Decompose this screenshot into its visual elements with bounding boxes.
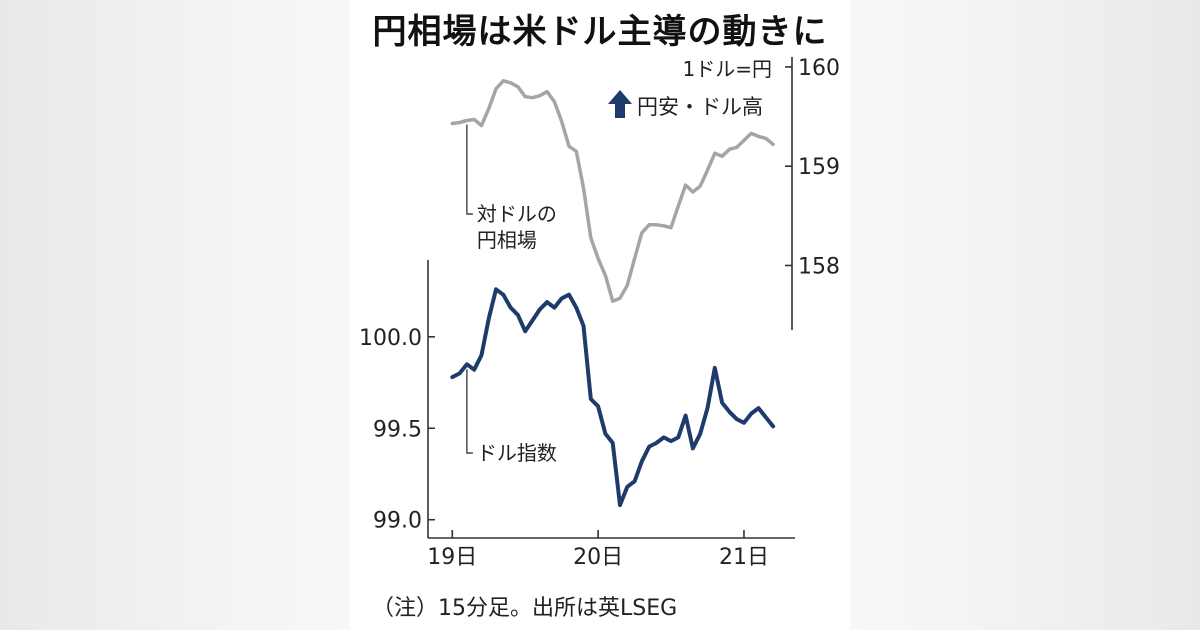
yen-note-label: 円安・ドル高 (637, 95, 763, 119)
yen-series-label: 対ドルの (477, 202, 557, 226)
chart-card: 円相場は米ドル主導の動きに 160 159 158 1ドル=円円安・ドル高対ドルの 円相… (350, 0, 850, 630)
yen-y-tick-label: 160 (798, 56, 840, 81)
yen-callout-line (466, 124, 473, 215)
up-arrow-icon (608, 90, 632, 118)
dxy-callout-line (466, 369, 473, 454)
source-note: （注）15分足。出所は英LSEG (372, 596, 678, 621)
yen-series-label: 円相場 (477, 228, 537, 252)
yen-y-tick-label: 159 (798, 155, 840, 180)
dxy-y-tick-label: 99.0 (373, 509, 422, 534)
dxy-series-line (450, 287, 776, 508)
x-tick-label: 20日 (573, 545, 623, 570)
yen-series-line (450, 79, 775, 303)
dxy-y-tick-label: 100.0 (359, 326, 422, 351)
x-tick-label: 19日 (427, 545, 477, 570)
dxy-series-label: ドル指数 (477, 441, 557, 465)
chart-title: 円相場は米ドル主導の動きに (372, 12, 828, 52)
yen-y-tick-label: 158 (798, 254, 840, 279)
dxy-y-tick-label: 99.5 (373, 417, 422, 442)
x-tick-label: 21日 (719, 545, 769, 570)
yen-unit-label: 1ドル=円 (683, 57, 772, 81)
